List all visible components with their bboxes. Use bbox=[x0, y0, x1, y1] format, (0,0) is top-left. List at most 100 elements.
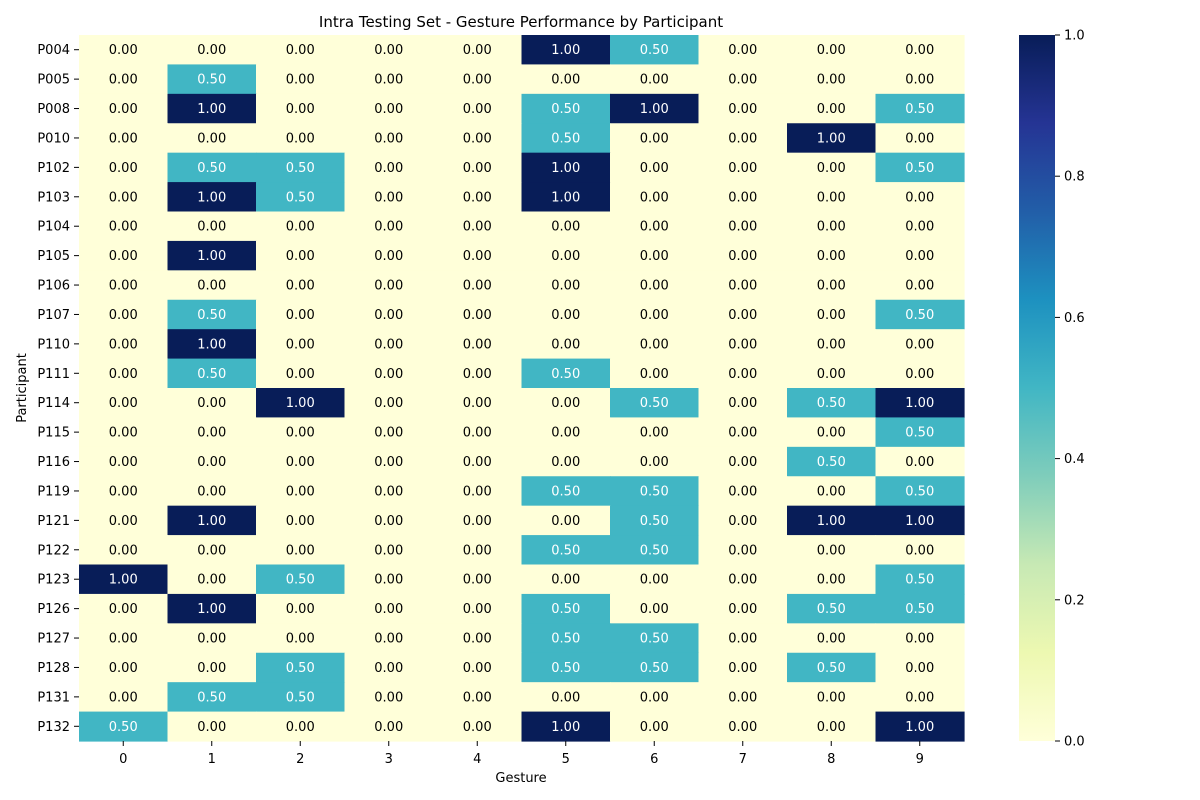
heatmap-cell bbox=[79, 682, 169, 713]
cell-value-label: 0.00 bbox=[109, 543, 138, 558]
heatmap-cell bbox=[698, 446, 788, 477]
heatmap-cell bbox=[698, 270, 788, 301]
heatmap-cell bbox=[433, 593, 523, 624]
heatmap-cell bbox=[344, 211, 434, 242]
heatmap-cell bbox=[167, 711, 257, 742]
heatmap-cell bbox=[433, 505, 523, 536]
heatmap-cell bbox=[610, 93, 700, 124]
cell-value-label: 0.00 bbox=[640, 161, 669, 176]
cell-value-label: 0.00 bbox=[728, 43, 757, 58]
cell-value-label: 0.00 bbox=[551, 249, 580, 264]
cell-value-label: 0.00 bbox=[197, 43, 226, 58]
heatmap-cell bbox=[344, 417, 434, 448]
cell-value-label: 0.00 bbox=[197, 484, 226, 499]
cell-value-label: 0.50 bbox=[905, 308, 934, 323]
cell-value-label: 0.00 bbox=[374, 690, 403, 705]
heatmap-cell bbox=[521, 182, 611, 213]
cell-value-label: 0.00 bbox=[109, 484, 138, 499]
heatmap-cell bbox=[167, 270, 257, 301]
heatmap-cell bbox=[521, 388, 611, 419]
heatmap-cell bbox=[79, 93, 169, 124]
heatmap-cell bbox=[79, 35, 169, 66]
cell-value-label: 0.50 bbox=[640, 543, 669, 558]
heatmap-cell bbox=[344, 358, 434, 389]
cell-value-label: 0.00 bbox=[197, 131, 226, 146]
heatmap-cell bbox=[433, 211, 523, 242]
heatmap-cell bbox=[344, 535, 434, 566]
cell-value-label: 0.00 bbox=[463, 690, 492, 705]
cell-value-label: 0.50 bbox=[817, 602, 846, 617]
heatmap-cell bbox=[875, 417, 965, 448]
cell-value-label: 0.50 bbox=[640, 43, 669, 58]
heatmap-cell bbox=[875, 446, 965, 477]
cell-value-label: 0.00 bbox=[551, 455, 580, 470]
y-tick-label: P119 bbox=[37, 484, 70, 499]
cell-value-label: 0.00 bbox=[197, 632, 226, 647]
heatmap-cell bbox=[256, 358, 346, 389]
cell-value-label: 0.00 bbox=[817, 543, 846, 558]
cell-value-label: 0.00 bbox=[374, 249, 403, 264]
heatmap-cell bbox=[256, 711, 346, 742]
cell-value-label: 0.00 bbox=[286, 43, 315, 58]
cell-value-label: 1.00 bbox=[197, 602, 226, 617]
heatmap-cell bbox=[167, 652, 257, 683]
cell-value-label: 0.00 bbox=[463, 220, 492, 235]
heatmap-cell bbox=[167, 623, 257, 654]
cell-value-label: 0.00 bbox=[463, 484, 492, 499]
heatmap-cell bbox=[610, 505, 700, 536]
cell-value-label: 0.00 bbox=[905, 131, 934, 146]
heatmap-cell bbox=[167, 593, 257, 624]
cell-value-label: 0.00 bbox=[463, 455, 492, 470]
cell-value-label: 0.00 bbox=[728, 573, 757, 588]
heatmap-cell bbox=[256, 35, 346, 66]
cell-value-label: 0.00 bbox=[109, 367, 138, 382]
heatmap-cell bbox=[256, 388, 346, 419]
cell-value-label: 0.00 bbox=[640, 573, 669, 588]
heatmap-cell bbox=[698, 505, 788, 536]
colorbar-tick-label: 0.2 bbox=[1064, 593, 1085, 608]
heatmap-cell bbox=[167, 388, 257, 419]
heatmap-cell bbox=[698, 35, 788, 66]
cell-value-label: 0.00 bbox=[551, 337, 580, 352]
heatmap-cell bbox=[521, 564, 611, 595]
cell-value-label: 1.00 bbox=[197, 514, 226, 529]
heatmap-cell bbox=[256, 93, 346, 124]
heatmap-cell bbox=[344, 152, 434, 183]
heatmap-cell bbox=[79, 535, 169, 566]
cell-value-label: 0.00 bbox=[286, 514, 315, 529]
cell-value-label: 0.00 bbox=[905, 249, 934, 264]
cell-value-label: 0.00 bbox=[109, 308, 138, 323]
heatmap-cell bbox=[344, 329, 434, 360]
cell-value-label: 0.00 bbox=[640, 190, 669, 205]
heatmap-cell bbox=[610, 123, 700, 154]
heatmap-cell bbox=[256, 270, 346, 301]
heatmap-cell bbox=[521, 123, 611, 154]
cell-value-label: 0.00 bbox=[463, 190, 492, 205]
heatmap-cell bbox=[875, 211, 965, 242]
heatmap-cell bbox=[433, 329, 523, 360]
heatmap-cell bbox=[698, 329, 788, 360]
heatmap-cell bbox=[875, 505, 965, 536]
cell-value-label: 0.00 bbox=[109, 426, 138, 441]
heatmap-cell bbox=[79, 652, 169, 683]
heatmap-cell bbox=[167, 299, 257, 330]
cell-value-label: 1.00 bbox=[551, 161, 580, 176]
heatmap-cell bbox=[787, 64, 877, 95]
heatmap-cell bbox=[79, 358, 169, 389]
cell-value-label: 0.00 bbox=[817, 337, 846, 352]
cell-value-label: 0.00 bbox=[905, 690, 934, 705]
cell-value-label: 0.00 bbox=[640, 602, 669, 617]
heatmap-cell bbox=[610, 652, 700, 683]
heatmap-cell bbox=[344, 446, 434, 477]
cell-value-label: 0.00 bbox=[197, 220, 226, 235]
heatmap-cell bbox=[433, 123, 523, 154]
cell-value-label: 0.00 bbox=[905, 367, 934, 382]
cell-value-label: 0.00 bbox=[374, 514, 403, 529]
heatmap-cell bbox=[256, 417, 346, 448]
heatmap-cell bbox=[256, 476, 346, 507]
x-tick-label: 2 bbox=[296, 752, 304, 767]
cell-value-label: 0.00 bbox=[728, 396, 757, 411]
cell-value-label: 0.00 bbox=[197, 661, 226, 676]
x-tick-label: 5 bbox=[562, 752, 570, 767]
cell-value-label: 0.00 bbox=[463, 249, 492, 264]
